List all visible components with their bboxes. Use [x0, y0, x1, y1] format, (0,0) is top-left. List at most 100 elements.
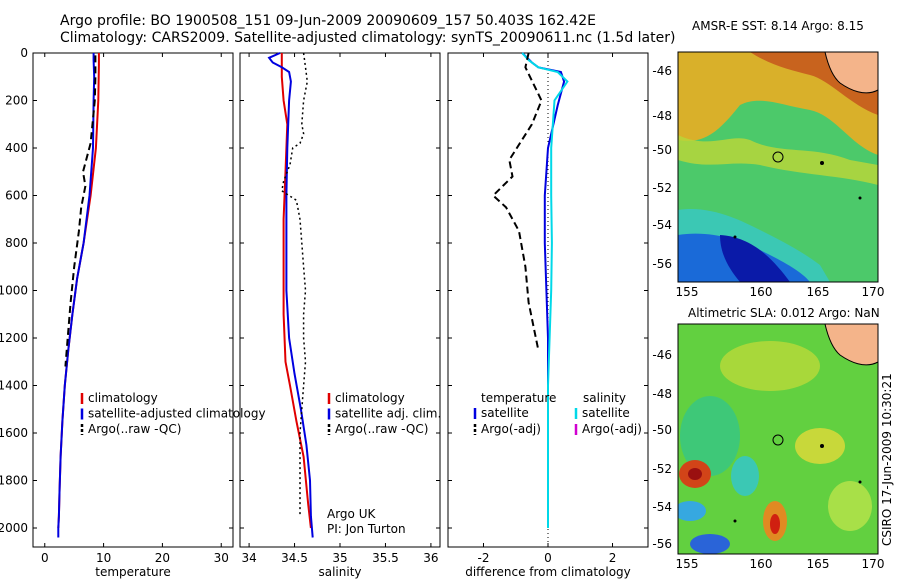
y-tick-label: 2000 — [0, 521, 28, 535]
tick-label: 165 — [807, 285, 830, 299]
y-tick-label: 1000 — [0, 284, 28, 298]
tick-label: -50 — [652, 143, 672, 157]
tick-label: -46 — [652, 348, 672, 362]
legend-heading: salinity — [583, 391, 626, 405]
legend-label: Argo(-adj) — [481, 422, 541, 436]
y-tick-label: 1600 — [0, 426, 28, 440]
annotation-line-2: PI: Jon Turton — [327, 522, 406, 536]
sst-yellow-band — [678, 135, 878, 185]
series-line — [491, 52, 543, 351]
x-tick-label: 20 — [155, 551, 170, 565]
plot-frame — [32, 52, 234, 548]
sla-map: -46 -48 -50 -52 -54 -56 155 160 165 170 — [652, 323, 884, 571]
tick-label: -46 — [652, 64, 672, 78]
tick-label: -56 — [652, 537, 672, 551]
x-axis-label: temperature — [95, 565, 170, 579]
x-tick-label: 0 — [544, 551, 552, 565]
island — [858, 480, 862, 484]
sla-anomaly — [720, 341, 820, 391]
sla-map-title: Altimetric SLA: 0.012 Argo: NaN — [688, 306, 880, 320]
legend-label: satellite — [481, 406, 529, 420]
sst-map: -46 -48 -50 -52 -54 -56 155 160 165 170 — [652, 51, 884, 299]
sla-anomaly — [690, 534, 730, 554]
x-tick-label: 35 — [332, 551, 347, 565]
x-tick-label: 30 — [214, 551, 229, 565]
y-tick-label: 600 — [5, 189, 28, 203]
y-tick-label: 200 — [5, 94, 28, 108]
tick-label: -52 — [652, 462, 672, 476]
argo-position-marker — [772, 434, 784, 446]
x-tick-label: 36 — [423, 551, 438, 565]
x-tick-label: 10 — [96, 551, 111, 565]
map-y-ticks: -46 -48 -50 -52 -54 -56 — [652, 348, 672, 551]
x-axis-label: salinity — [318, 565, 361, 579]
island — [733, 519, 737, 523]
temperature-profile-panel: 0 200 400 600 800 1000 1200 1400 1600 1800 2000 0 10… — [0, 46, 266, 579]
map-frame — [677, 51, 879, 283]
map-x-ticks: 155 160 165 170 — [676, 285, 885, 299]
island — [820, 161, 824, 165]
x-tick-label: 2 — [609, 551, 617, 565]
annotation-line-1: Argo UK — [327, 507, 376, 521]
sst-map-title: AMSR-E SST: 8.14 Argo: 8.15 — [692, 19, 864, 33]
tick-label: 160 — [750, 285, 773, 299]
salinity-profile-panel: 34 34.5 35 35.5 36 salinity climatology satelli… — [239, 52, 441, 579]
sla-anomaly — [828, 481, 872, 531]
y-tick-label: 800 — [5, 236, 28, 250]
island — [820, 444, 824, 448]
island — [733, 235, 737, 239]
legend-label: climatology — [88, 391, 158, 405]
tick-label: -56 — [652, 257, 672, 271]
legend-label: satellite — [582, 406, 630, 420]
tick-label: -48 — [652, 109, 672, 123]
tick-label: 155 — [676, 557, 699, 571]
map-y-ticks: -46 -48 -50 -52 -54 -56 — [652, 64, 672, 271]
legend-label: satellite adj. clim. — [335, 407, 441, 421]
sla-anomaly — [680, 396, 740, 476]
legend-label: Argo(-adj) — [582, 422, 642, 436]
legend-label: climatology — [335, 391, 405, 405]
legend-label: Argo(..raw -QC) — [335, 422, 428, 436]
series-line — [57, 53, 96, 538]
series-line — [64, 55, 97, 367]
sst-coldest-region — [720, 235, 790, 282]
tick-label: 160 — [750, 557, 773, 571]
tick-label: 170 — [862, 285, 885, 299]
land-mass — [824, 52, 878, 94]
series-line — [280, 53, 312, 529]
tick-label: -52 — [652, 181, 672, 195]
figure-title-line2: Climatology: CARS2009. Satellite-adjuste… — [60, 30, 676, 46]
y-tick-label: 1400 — [0, 379, 28, 393]
x-axis-label: difference from climatology — [465, 565, 631, 579]
y-tick-label: 1800 — [0, 474, 28, 488]
map-frame — [677, 323, 879, 555]
y-tick-label: 400 — [5, 141, 28, 155]
tick-label: -48 — [652, 387, 672, 401]
island — [858, 196, 862, 200]
map-x-ticks: 155 160 165 170 — [676, 557, 885, 571]
tick-label: 170 — [862, 557, 885, 571]
x-tick-label: 34.5 — [281, 551, 308, 565]
figure-title-line1: Argo profile: BO 1900508_151 09-Jun-2009… — [60, 13, 596, 29]
y-tick-label: 1200 — [0, 331, 28, 345]
sla-anomaly — [678, 501, 706, 521]
tick-label: -50 — [652, 423, 672, 437]
legend-heading: temperature — [481, 391, 556, 405]
sla-anomaly — [770, 514, 780, 534]
series-line — [280, 52, 309, 517]
x-tick-label: 0 — [41, 551, 49, 565]
legend-label: satellite-adjusted climatology — [88, 407, 266, 421]
series-line — [267, 52, 314, 538]
legend-label: Argo(..raw -QC) — [88, 422, 181, 436]
argo-position-marker — [772, 151, 784, 163]
series-line — [521, 52, 569, 528]
sla-anomaly — [688, 468, 702, 480]
y-tick-label: 0 — [20, 46, 28, 60]
x-tick-label: -2 — [477, 551, 489, 565]
x-tick-label: 34 — [241, 551, 256, 565]
sla-anomaly — [731, 456, 759, 496]
credit-label: CSIRO 17-Jun-2009 10:30:21 — [880, 373, 894, 546]
x-tick-label: 35.5 — [372, 551, 399, 565]
tick-label: 165 — [807, 557, 830, 571]
